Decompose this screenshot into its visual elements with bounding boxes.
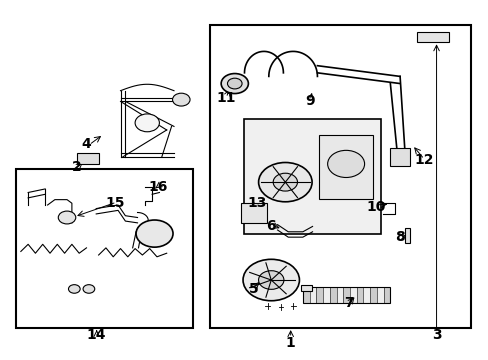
Text: 5: 5 — [249, 282, 259, 296]
Circle shape — [136, 220, 173, 247]
Bar — [316, 287, 323, 303]
Bar — [309, 287, 316, 303]
Text: 3: 3 — [431, 328, 441, 342]
Bar — [302, 287, 389, 303]
Circle shape — [58, 211, 76, 224]
Text: 7: 7 — [344, 296, 353, 310]
Text: 13: 13 — [246, 196, 266, 210]
Text: 8: 8 — [394, 230, 404, 244]
Text: 10: 10 — [366, 200, 385, 214]
Circle shape — [221, 73, 248, 94]
Circle shape — [258, 162, 311, 202]
Bar — [329, 287, 336, 303]
Bar — [349, 287, 356, 303]
Text: 1: 1 — [285, 336, 295, 350]
Text: 6: 6 — [266, 220, 276, 233]
Circle shape — [273, 173, 297, 191]
Bar — [301, 285, 311, 292]
Text: 12: 12 — [414, 153, 433, 167]
Circle shape — [327, 150, 364, 177]
Bar — [210, 24, 469, 328]
Circle shape — [243, 259, 299, 301]
Bar — [244, 119, 380, 234]
Text: 11: 11 — [216, 91, 235, 105]
Bar — [376, 287, 383, 303]
Circle shape — [135, 114, 159, 132]
Bar — [343, 287, 349, 303]
Text: 4: 4 — [81, 137, 91, 151]
Bar — [404, 228, 409, 243]
Circle shape — [172, 93, 190, 106]
Bar — [240, 203, 267, 223]
Bar — [363, 287, 369, 303]
Bar — [416, 32, 448, 42]
Circle shape — [258, 271, 284, 289]
Bar — [77, 153, 99, 164]
Bar — [383, 287, 389, 303]
Bar — [16, 169, 193, 328]
Bar — [356, 287, 363, 303]
Bar — [369, 287, 376, 303]
Circle shape — [227, 78, 242, 89]
Bar — [302, 287, 309, 303]
Bar — [323, 287, 329, 303]
Text: 9: 9 — [305, 94, 314, 108]
Bar — [319, 135, 372, 199]
Bar — [389, 148, 409, 166]
Bar — [336, 287, 343, 303]
Text: 14: 14 — [86, 328, 106, 342]
Text: 16: 16 — [148, 180, 167, 194]
Text: 15: 15 — [106, 196, 125, 210]
Text: 2: 2 — [72, 161, 81, 175]
Circle shape — [68, 285, 80, 293]
Circle shape — [83, 285, 95, 293]
